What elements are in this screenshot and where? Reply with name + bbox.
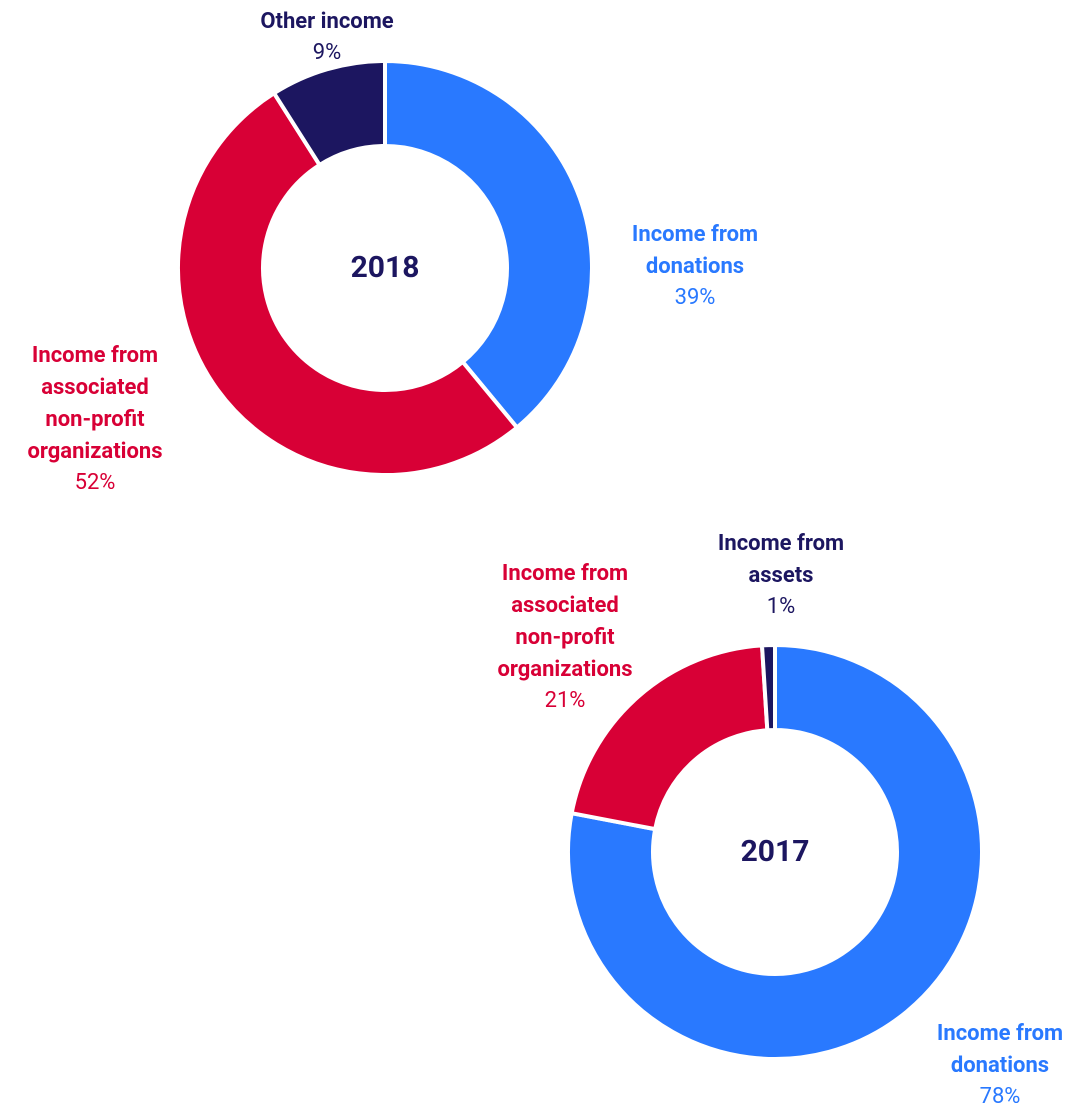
donut-center-title: 2017 [741,834,810,869]
slice-label: Income from assets [718,531,844,588]
slice-value-label: 78% [980,1084,1021,1109]
donut-slice [176,90,520,477]
donut-slice [566,642,984,1061]
donut-slice [383,58,594,431]
slice-value-label: 9% [313,40,341,65]
slice-label: Income from donations [632,222,758,279]
slice-label: Income from associated non-profit organizat… [27,343,162,464]
slice-value-label: 1% [767,594,795,619]
slice-label: Income from associated non-profit organizat… [497,561,632,682]
donut-slice [569,643,770,832]
slice-value-label: 52% [75,470,116,495]
donut-slice [759,642,777,733]
slice-value-label: 39% [675,285,716,310]
slice-label: Income from donations [937,1021,1063,1078]
donut-center-title: 2018 [351,250,420,285]
slice-value-label: 21% [545,688,586,713]
slice-label: Other income [260,9,393,34]
donut-slice [271,58,387,168]
